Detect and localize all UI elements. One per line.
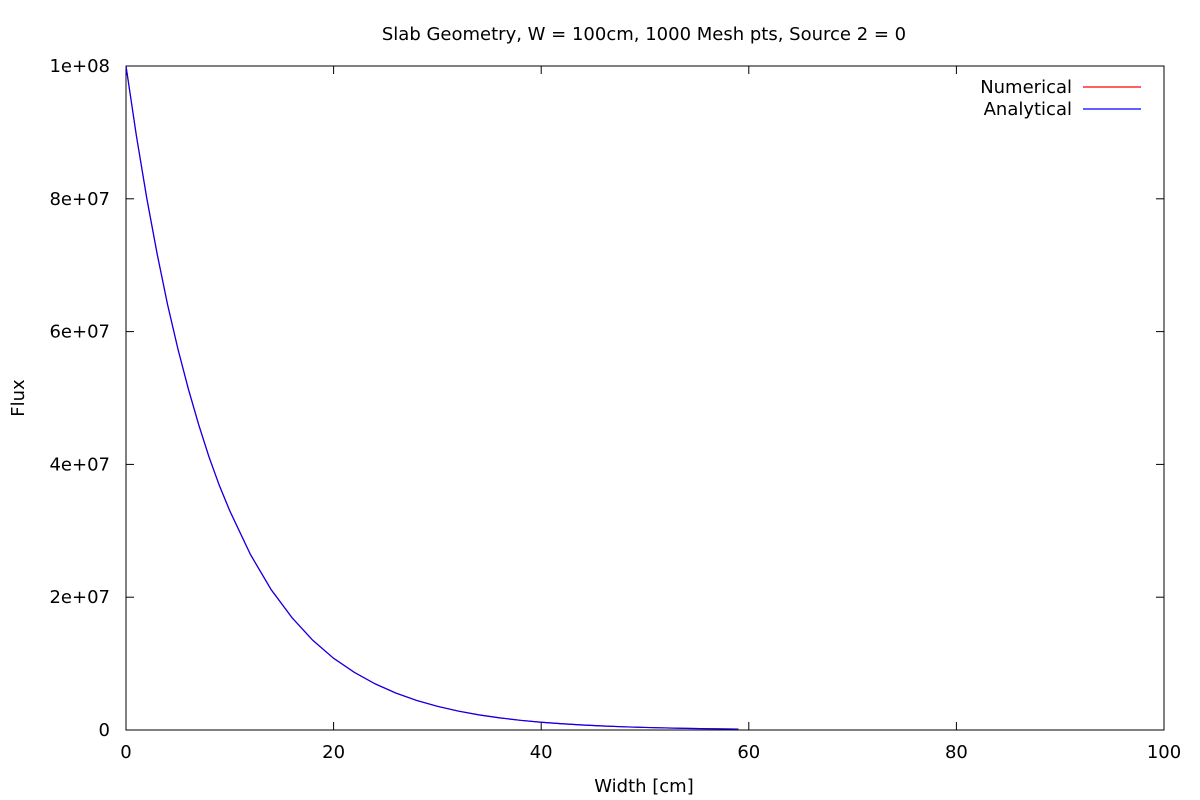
x-tick-label: 60 — [737, 742, 760, 763]
plot-frame — [125, 65, 1165, 731]
x-tick-label: 40 — [530, 742, 553, 763]
y-tick-label: 4e+07 — [49, 454, 110, 475]
series-lines — [125, 65, 739, 730]
x-axis-label: Width [cm] — [594, 776, 694, 797]
x-tick-label: 100 — [1147, 742, 1181, 763]
x-tick-label: 0 — [120, 742, 131, 763]
y-tick-label: 1e+08 — [49, 56, 110, 77]
chart-title: Slab Geometry, W = 100cm, 1000 Mesh pts,… — [382, 24, 906, 45]
y-tick-label: 2e+07 — [49, 587, 110, 608]
x-tick-label: 80 — [945, 742, 968, 763]
series-line-analytical — [125, 65, 739, 730]
series-line-numerical — [125, 65, 739, 730]
y-axis: 0 2e+07 4e+07 6e+07 8e+07 1e+08 — [49, 56, 1164, 741]
y-tick-label: 8e+07 — [49, 189, 110, 210]
y-tick-label: 0 — [99, 720, 110, 741]
legend-label-numerical: Numerical — [980, 77, 1072, 98]
x-axis: 0 20 40 60 80 100 — [120, 66, 1181, 763]
legend-label-analytical: Analytical — [984, 99, 1072, 120]
x-tick-label: 20 — [322, 742, 345, 763]
y-tick-label: 6e+07 — [49, 322, 110, 343]
y-axis-label: Flux — [8, 379, 29, 417]
